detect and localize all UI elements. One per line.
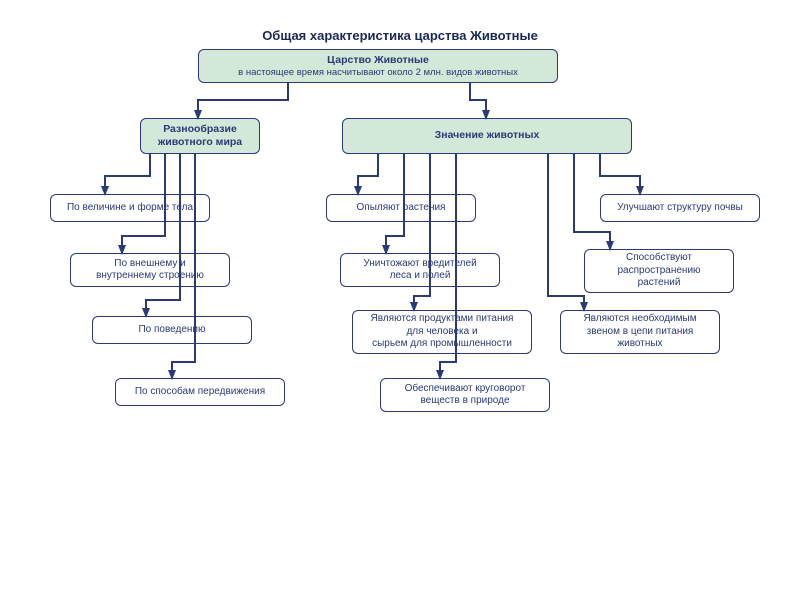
node-i5: Улучшают структуру почвы xyxy=(600,194,760,222)
node-d2: По внешнему и внутреннему строению xyxy=(70,253,230,287)
arrows-layer xyxy=(0,0,800,600)
diagram-title: Общая характеристика царства Животные xyxy=(0,28,800,43)
node-i3-l3: сырьем для промышленности xyxy=(372,338,512,351)
node-i4: Обеспечивают круговорот веществ в природ… xyxy=(380,378,550,412)
node-diversity: Разнообразие животного мира xyxy=(140,118,260,154)
node-d1-text: По величине и форме тела xyxy=(67,202,193,215)
node-i6-l2: распространению xyxy=(617,265,700,278)
node-i6: Способствуют распространению растений xyxy=(584,249,734,293)
node-i2: Уничтожают вредителей леса и полей xyxy=(340,253,500,287)
node-i7-l3: животных xyxy=(617,338,662,351)
node-i4-l2: веществ в природе xyxy=(420,395,509,408)
node-root-title: Царство Животные xyxy=(327,54,429,67)
node-i3: Являются продуктами питания для человека… xyxy=(352,310,532,354)
node-i3-l1: Являются продуктами питания xyxy=(371,313,514,326)
node-i6-l1: Способствуют xyxy=(626,252,692,265)
node-root-sub: в настоящее время насчитывают около 2 мл… xyxy=(238,67,518,79)
node-importance-title: Значение животных xyxy=(435,129,540,142)
node-d1: По величине и форме тела xyxy=(50,194,210,222)
node-i3-l2: для человека и xyxy=(406,326,477,339)
node-i2-l2: леса и полей xyxy=(390,270,451,283)
node-i6-l3: растений xyxy=(638,277,681,290)
node-i7-l1: Являются необходимым xyxy=(583,313,696,326)
node-d4: По способам передвижения xyxy=(115,378,285,406)
node-i7: Являются необходимым звеном в цепи питан… xyxy=(560,310,720,354)
node-diversity-l2: животного мира xyxy=(158,136,242,149)
node-d3-text: По поведению xyxy=(138,324,205,337)
node-i5-text: Улучшают структуру почвы xyxy=(617,202,743,215)
node-d3: По поведению xyxy=(92,316,252,344)
node-i1: Опыляют растения xyxy=(326,194,476,222)
node-diversity-l1: Разнообразие xyxy=(163,123,237,136)
node-d2-l2: внутреннему строению xyxy=(96,270,204,283)
node-d2-l1: По внешнему и xyxy=(114,258,185,271)
node-i4-l1: Обеспечивают круговорот xyxy=(405,383,526,396)
node-i1-text: Опыляют растения xyxy=(357,202,446,215)
node-root: Царство Животные в настоящее время насчи… xyxy=(198,49,558,83)
node-d4-text: По способам передвижения xyxy=(135,386,265,399)
node-i2-l1: Уничтожают вредителей xyxy=(363,258,476,271)
node-i7-l2: звеном в цепи питания xyxy=(587,326,694,339)
node-importance: Значение животных xyxy=(342,118,632,154)
